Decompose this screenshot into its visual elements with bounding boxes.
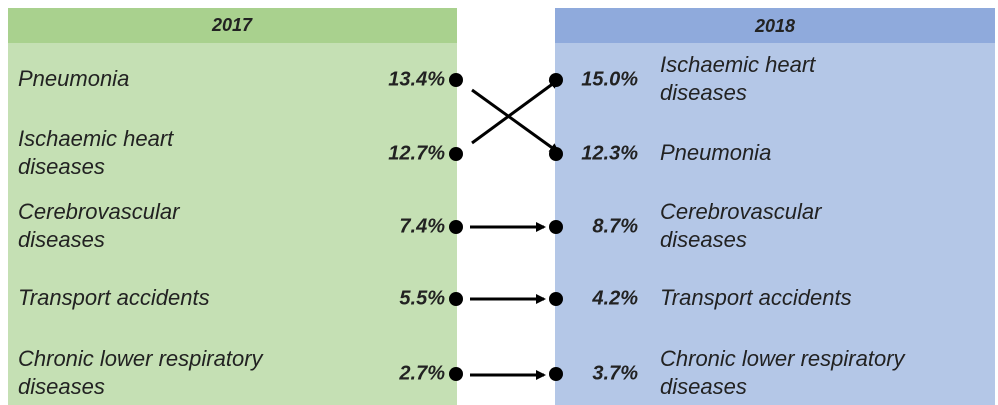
row-label: diseases	[660, 374, 747, 399]
row-label: diseases	[660, 80, 747, 105]
row-percent: 12.7%	[388, 142, 445, 164]
row-dot	[449, 147, 463, 161]
row-label: Chronic lower respiratory	[660, 346, 907, 371]
row-dot	[449, 220, 463, 234]
row-dot	[549, 73, 563, 87]
left-panel	[8, 8, 457, 405]
left-title: 2017	[211, 15, 253, 35]
row-label: Pneumonia	[18, 66, 129, 91]
row-label: diseases	[18, 154, 105, 179]
row-label: Pneumonia	[660, 140, 771, 165]
row-percent: 8.7%	[592, 215, 638, 237]
row-label: diseases	[18, 227, 105, 252]
row-dot	[549, 367, 563, 381]
row-percent: 4.2%	[591, 287, 638, 309]
row-label: diseases	[18, 374, 105, 399]
row-label: Cerebrovascular	[660, 199, 823, 224]
row-percent: 12.3%	[581, 142, 638, 164]
right-header	[555, 8, 995, 43]
row-dot	[449, 73, 463, 87]
row-percent: 3.7%	[592, 362, 638, 384]
row-percent: 5.5%	[399, 287, 445, 309]
row-label: Transport accidents	[660, 285, 852, 310]
row-percent: 13.4%	[388, 68, 445, 90]
right-title: 2018	[754, 16, 795, 36]
arrows	[470, 78, 560, 380]
row-label: Ischaemic heart	[660, 52, 816, 77]
row-percent: 2.7%	[398, 362, 445, 384]
row-dot	[449, 367, 463, 381]
row-dot	[549, 292, 563, 306]
row-dot	[549, 220, 563, 234]
row-percent: 7.4%	[399, 215, 445, 237]
left-header	[8, 8, 457, 43]
right-panel	[555, 8, 995, 405]
row-label: Ischaemic heart	[18, 126, 174, 151]
row-dot	[449, 292, 463, 306]
row-label: Cerebrovascular	[18, 199, 181, 224]
row-label: diseases	[660, 227, 747, 252]
row-label: Chronic lower respiratory	[18, 346, 265, 371]
row-dot	[549, 147, 563, 161]
row-label: Transport accidents	[18, 285, 210, 310]
row-percent: 15.0%	[581, 68, 638, 90]
